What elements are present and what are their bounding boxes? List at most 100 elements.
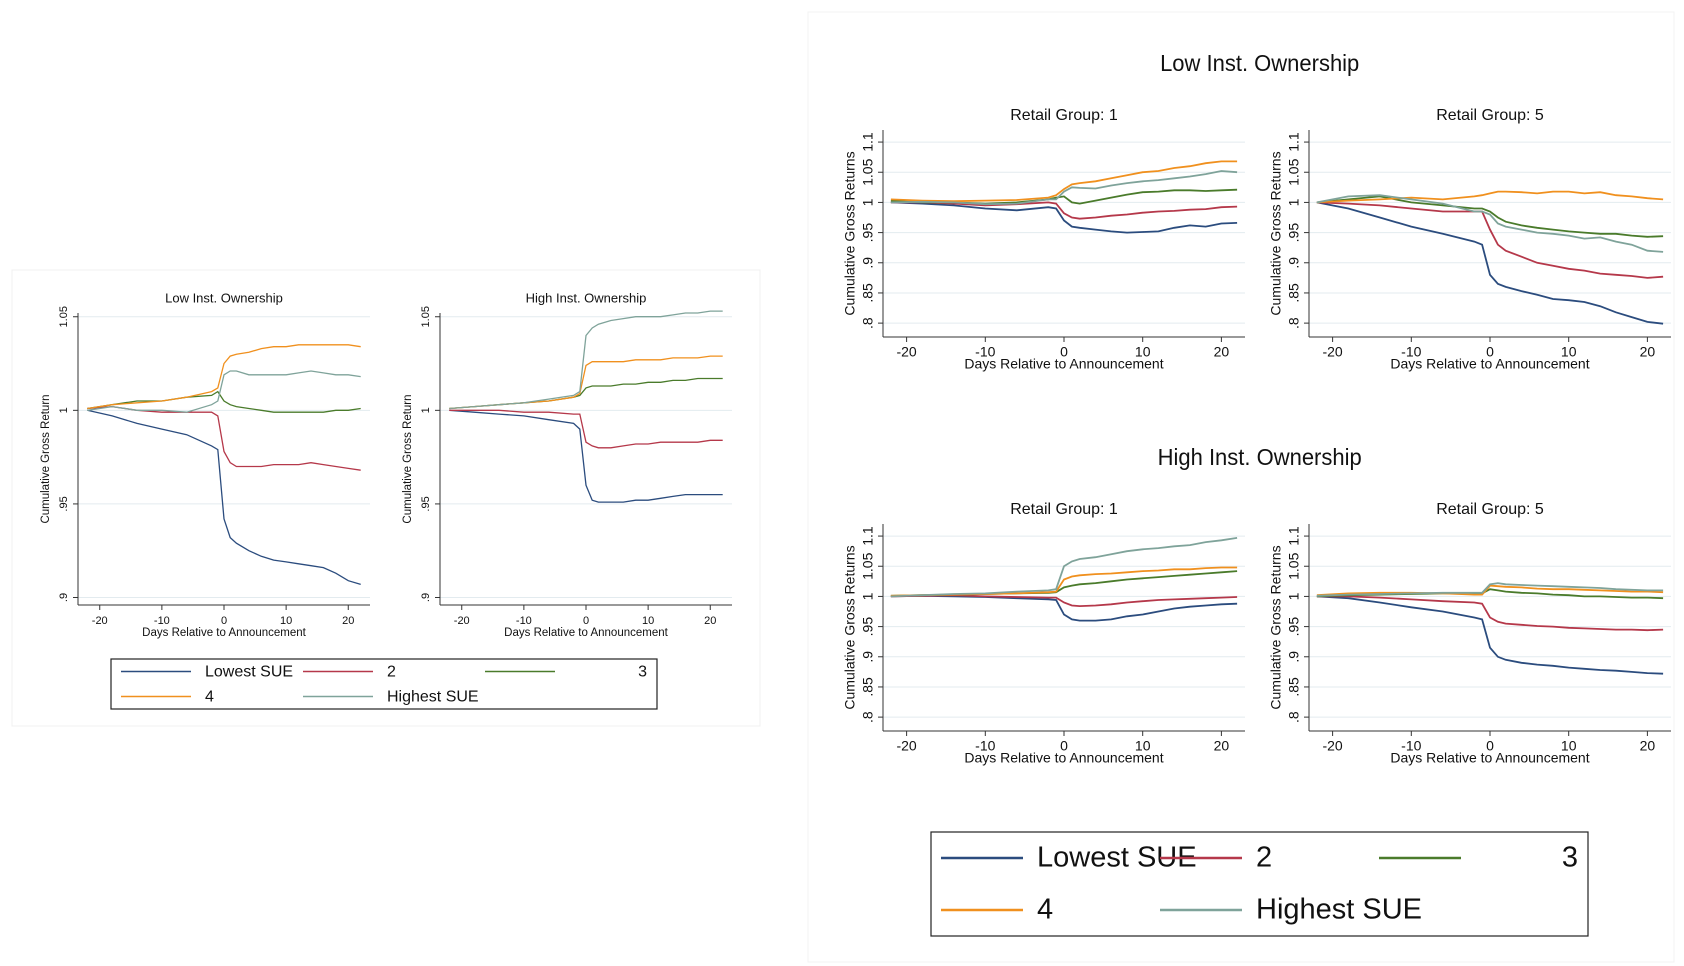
y-axis-label: Cumulative Gross Return: [402, 394, 414, 523]
y-tick-label: .8: [860, 711, 876, 723]
chart-title: Retail Group: 1: [1010, 107, 1118, 124]
x-tick-label: 0: [1060, 344, 1068, 360]
y-tick-label: .95: [420, 496, 432, 511]
y-tick-label: 1.1: [1286, 132, 1302, 152]
series-line: [1316, 201, 1664, 325]
y-axis-label: Cumulative Gross Returns: [842, 151, 858, 315]
series-line: [890, 170, 1238, 206]
y-axis-label: Cumulative Gross Returns: [1268, 545, 1284, 709]
x-tick-label: 0: [1060, 738, 1068, 754]
legend-label: 3: [1562, 842, 1578, 874]
x-tick-label: 0: [221, 615, 227, 627]
y-tick-label: .9: [860, 257, 876, 269]
y-tick-label: 1.05: [1286, 158, 1302, 185]
y-tick-label: 1.1: [860, 526, 876, 546]
series-line: [890, 537, 1238, 598]
series-line: [87, 409, 361, 586]
y-tick-label: .9: [860, 651, 876, 663]
x-tick-label: -20: [454, 615, 470, 627]
y-tick-label: 1.05: [58, 306, 70, 327]
x-tick-label: -20: [92, 615, 108, 627]
y-tick-label: 1.05: [1286, 552, 1302, 579]
x-axis-label: Days Relative to Announcement: [1390, 356, 1589, 372]
x-tick-label: -20: [1322, 738, 1342, 754]
x-tick-label: -10: [975, 738, 995, 754]
x-tick-label: -20: [1322, 344, 1342, 360]
y-tick-label: 1.1: [1286, 526, 1302, 546]
x-tick-label: -10: [975, 344, 995, 360]
legend-box: [930, 831, 1589, 937]
series-line: [1316, 582, 1664, 597]
x-tick-label: 10: [1135, 738, 1151, 754]
series-line: [449, 409, 723, 449]
x-tick-label: -20: [896, 344, 916, 360]
series-line: [449, 310, 723, 410]
legend-label: 2: [1256, 842, 1272, 874]
x-axis-label: Days Relative to Announcement: [504, 627, 668, 639]
x-tick-label: 10: [280, 615, 292, 627]
y-axis-label: Cumulative Gross Returns: [1268, 151, 1284, 315]
x-tick-label: 20: [1640, 738, 1656, 754]
x-tick-label: 20: [342, 615, 354, 627]
legend-label: 4: [1037, 894, 1053, 926]
legend-label: Highest SUE: [1256, 894, 1422, 926]
series-line: [890, 201, 1238, 220]
series-line: [1316, 201, 1664, 279]
y-tick-label: 1.05: [420, 306, 432, 327]
y-tick-label: 1: [420, 407, 432, 413]
x-tick-label: -20: [896, 738, 916, 754]
series-line: [1316, 195, 1664, 238]
x-tick-label: -10: [1401, 344, 1421, 360]
series-line: [87, 405, 361, 471]
x-tick-label: 0: [583, 615, 589, 627]
right-panel: [807, 11, 1675, 963]
series-line: [1316, 595, 1664, 675]
y-tick-label: 1.05: [860, 552, 876, 579]
y-tick-label: .8: [860, 317, 876, 329]
x-axis-label: Days Relative to Announcement: [142, 627, 306, 639]
series-line: [449, 409, 723, 503]
y-tick-label: .95: [1286, 223, 1302, 243]
x-tick-label: 20: [1214, 738, 1230, 754]
y-tick-label: .9: [420, 593, 432, 602]
series-line: [87, 344, 361, 410]
series-line: [1316, 194, 1664, 253]
legend-label: 4: [205, 689, 214, 706]
x-tick-label: -10: [1401, 738, 1421, 754]
series-line: [1316, 595, 1664, 632]
chart-title: High Inst. Ownership: [526, 290, 647, 305]
chart-title: Low Inst. Ownership: [165, 290, 283, 305]
y-axis-label: Cumulative Gross Return: [40, 394, 52, 523]
group-title: Low Inst. Ownership: [1160, 51, 1359, 77]
y-tick-label: 1.05: [860, 158, 876, 185]
legend-label: Highest SUE: [387, 689, 479, 706]
y-tick-label: .9: [1286, 651, 1302, 663]
y-tick-label: .95: [860, 617, 876, 637]
y-tick-label: 1: [860, 198, 876, 206]
y-tick-label: .85: [860, 677, 876, 697]
x-tick-label: 10: [1135, 344, 1151, 360]
x-tick-label: 20: [1214, 344, 1230, 360]
y-tick-label: .8: [1286, 711, 1302, 723]
x-tick-label: 20: [704, 615, 716, 627]
chart-title: Retail Group: 5: [1436, 107, 1544, 124]
y-tick-label: .95: [860, 223, 876, 243]
x-tick-label: 10: [642, 615, 654, 627]
series-line: [87, 370, 361, 413]
group-title: High Inst. Ownership: [1158, 445, 1362, 471]
x-tick-label: 10: [1561, 344, 1577, 360]
legend-label: 3: [638, 664, 647, 681]
chart-title: Retail Group: 1: [1010, 501, 1118, 518]
y-tick-label: .95: [58, 496, 70, 511]
x-tick-label: 0: [1486, 344, 1494, 360]
y-tick-label: 1: [860, 592, 876, 600]
series-line: [890, 594, 1238, 608]
x-tick-label: 10: [1561, 738, 1577, 754]
chart-title: Retail Group: 5: [1436, 501, 1544, 518]
series-line: [890, 201, 1238, 234]
x-tick-label: 20: [1640, 344, 1656, 360]
x-axis-label: Days Relative to Announcement: [964, 356, 1163, 372]
series-line: [1316, 190, 1664, 204]
left-panel: [11, 269, 761, 727]
